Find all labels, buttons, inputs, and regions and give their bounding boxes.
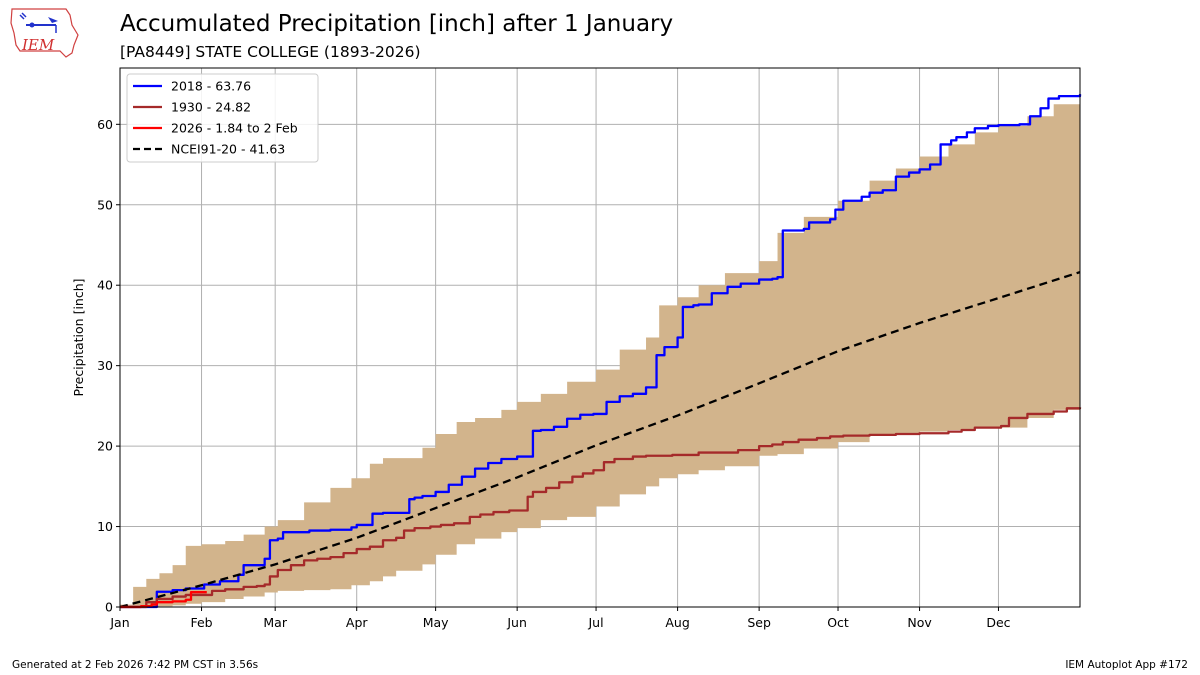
y-tick-label: 0 [105, 600, 113, 615]
x-tick-label: Jan [109, 615, 129, 630]
x-tick-label: Oct [827, 615, 849, 630]
x-tick-label: Dec [986, 615, 1010, 630]
y-tick-label: 10 [97, 519, 113, 534]
x-tick-label: Mar [263, 615, 287, 630]
x-tick-label: Apr [346, 615, 368, 630]
x-tick-label: Jul [588, 615, 604, 630]
generated-timestamp: Generated at 2 Feb 2026 7:42 PM CST in 3… [12, 659, 259, 671]
legend-box [126, 73, 319, 163]
legend: 2018 - 63.76 1930 - 24.82 2026 - 1.84 to 2… [126, 73, 319, 163]
legend-label: 1930 - 24.82 [171, 100, 251, 115]
series-line-2018 [120, 94, 1082, 609]
series-line-2026 [120, 591, 207, 609]
app-credit: IEM Autoplot App #172 [1065, 659, 1188, 671]
series-line-1930 [120, 407, 1082, 609]
x-tick-label: Sep [747, 615, 771, 630]
legend-label: 2026 - 1.84 to 2 Feb [171, 121, 298, 136]
y-tick-label: 50 [97, 197, 113, 212]
x-tick-label: May [423, 615, 449, 630]
logo-text: IEM [21, 36, 55, 54]
y-axis-label: Precipitation [inch] [71, 278, 86, 396]
range-envelope [120, 96, 1080, 608]
y-tick-label: 40 [97, 278, 113, 293]
x-tick-label: Jun [506, 615, 527, 630]
series-line-ncei91-20 [119, 271, 1081, 609]
y-tick-label: 60 [97, 117, 113, 132]
axes-frame [119, 67, 1081, 608]
legend-label: 2018 - 63.76 [171, 79, 251, 94]
series-layer [119, 94, 1082, 609]
chart-subtitle: [PA8449] STATE COLLEGE (1893-2026) [120, 43, 421, 61]
x-tick-label: Nov [907, 615, 932, 630]
legend-label: NCEI91-20 - 41.63 [171, 142, 285, 157]
ticks-layer: Jan Feb Mar Apr May Jun Jul Aug Sep Oct Nov Dec 0 10 2… [97, 117, 1011, 630]
y-tick-label: 30 [97, 358, 113, 373]
iem-logo: IEM [10, 8, 79, 58]
y-tick-label: 20 [97, 439, 113, 454]
x-tick-label: Aug [665, 615, 689, 630]
x-tick-label: Feb [190, 615, 212, 630]
envelope-layer [120, 96, 1080, 608]
chart-title: Accumulated Precipitation [inch] after 1… [120, 11, 674, 37]
